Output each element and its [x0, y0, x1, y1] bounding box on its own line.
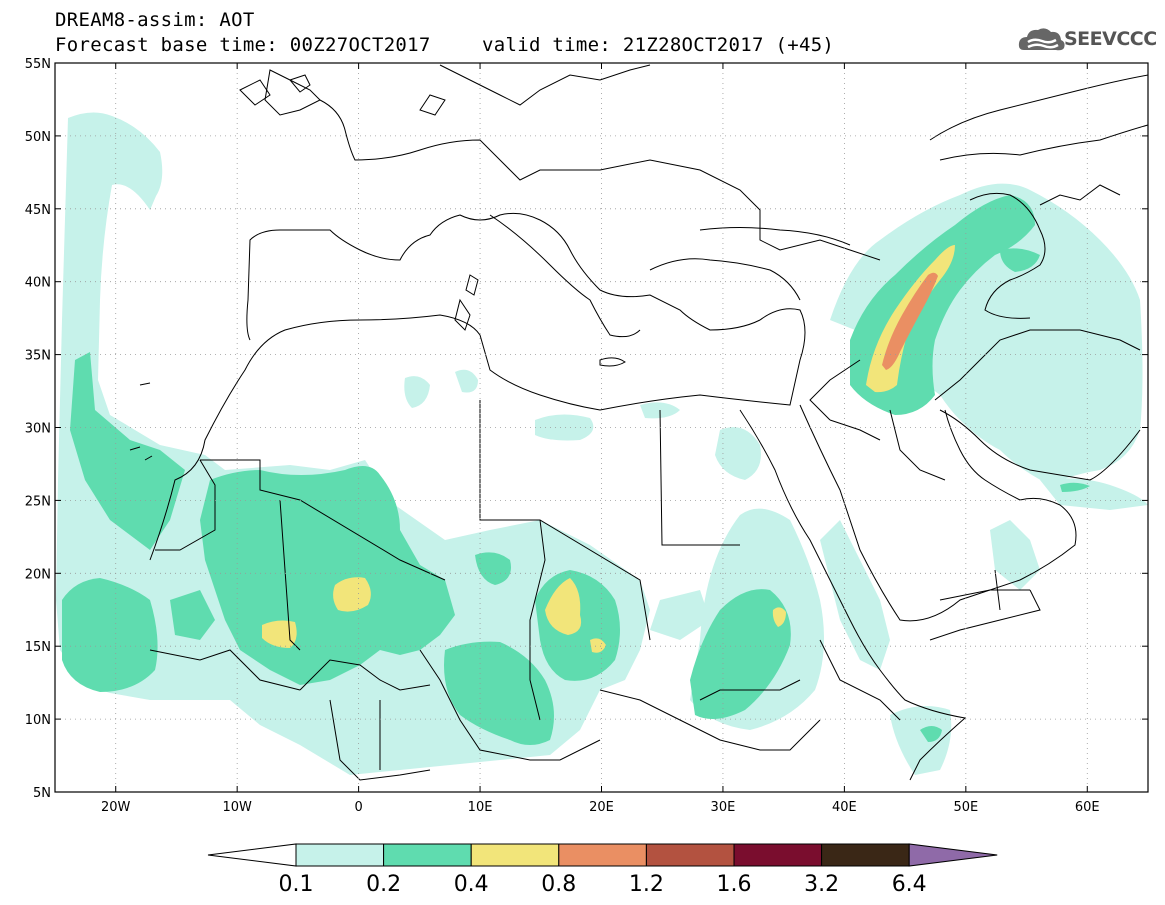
lon-tick-label: 40E [832, 800, 857, 815]
lon-tick-label: 10W [222, 800, 252, 815]
lon-tick-label: 60E [1075, 800, 1100, 815]
lat-tick-label: 5N [33, 786, 51, 801]
colorbar-segment [645, 843, 735, 867]
colorbar-label: 0.1 [279, 872, 314, 897]
lon-tick-label: 0 [354, 800, 362, 815]
lat-tick-label: 25N [25, 494, 51, 509]
grid-lines [55, 63, 1148, 792]
longitude-axis: 20W 10W 0 10E 20E 30E 40E 50E 60E [101, 63, 1100, 815]
colorbar-segment [821, 843, 910, 867]
lat-tick-label: 20N [25, 567, 51, 582]
lat-tick-label: 45N [25, 203, 51, 218]
lat-tick-label: 50N [25, 130, 51, 145]
colorbar-label: 0.4 [454, 872, 489, 897]
latitude-axis: 55N 50N 45N 40N 35N 30N 25N 20N 15N 10N 5N [25, 57, 1148, 801]
colorbar-segment [733, 843, 823, 867]
cloud-icon [1018, 28, 1065, 51]
lat-tick-label: 55N [25, 57, 51, 72]
lon-tick-label: 50E [953, 800, 978, 815]
colorbar-low-arrow [207, 843, 297, 867]
colorbar-label: 0.2 [366, 872, 401, 897]
lon-tick-label: 30E [711, 800, 736, 815]
colorbar-label: 0.8 [541, 872, 576, 897]
colorbar-segment [383, 843, 472, 867]
aot-field [56, 112, 1148, 775]
colorbar-segment [470, 843, 560, 867]
coastlines-borders [129, 64, 1148, 781]
lon-tick-label: 10E [468, 800, 493, 815]
lat-tick-label: 10N [25, 713, 51, 728]
lat-tick-label: 30N [25, 422, 51, 437]
colorbar-label: 1.6 [717, 872, 752, 897]
map-title: DREAM8-assim: AOT [55, 9, 255, 31]
valid-time: valid time: 21Z28OCT2017 (+45) [482, 34, 835, 56]
colorbar-label: 3.2 [804, 872, 839, 897]
colorbar: 0.1 0.2 0.4 0.8 1.2 1.6 3.2 6.4 [207, 843, 998, 897]
logo-text: SEEVCCC [1064, 28, 1157, 50]
lon-tick-label: 20W [101, 800, 131, 815]
lat-tick-label: 35N [25, 349, 51, 364]
lat-tick-label: 40N [25, 276, 51, 291]
colorbar-label: 6.4 [892, 872, 927, 897]
lon-tick-label: 20E [589, 800, 614, 815]
colorbar-segment [558, 843, 647, 867]
lat-tick-label: 15N [25, 640, 51, 655]
forecast-base-time: Forecast base time: 00Z27OCT2017 [55, 34, 431, 56]
colorbar-high-arrow [908, 843, 998, 867]
aot-level-0-8 [882, 272, 938, 370]
colorbar-label: 1.2 [629, 872, 664, 897]
colorbar-segment [295, 843, 385, 867]
